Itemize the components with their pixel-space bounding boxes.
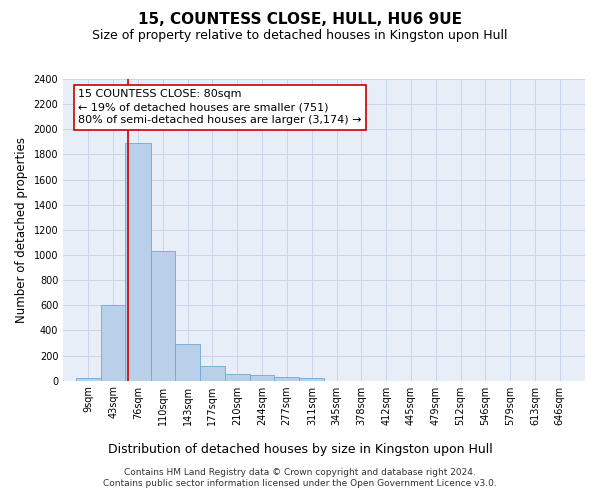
Text: 15 COUNTESS CLOSE: 80sqm
← 19% of detached houses are smaller (751)
80% of semi-: 15 COUNTESS CLOSE: 80sqm ← 19% of detach… [78, 89, 361, 126]
Bar [224, 374, 250, 380]
Bar [151, 251, 175, 380]
Bar [101, 305, 125, 380]
Text: Size of property relative to detached houses in Kingston upon Hull: Size of property relative to detached ho… [92, 29, 508, 42]
Y-axis label: Number of detached properties: Number of detached properties [15, 137, 28, 323]
Bar [125, 143, 151, 380]
Bar [299, 378, 325, 380]
Text: Contains HM Land Registry data © Crown copyright and database right 2024.
Contai: Contains HM Land Registry data © Crown c… [103, 468, 497, 487]
Bar [250, 375, 274, 380]
Text: 15, COUNTESS CLOSE, HULL, HU6 9UE: 15, COUNTESS CLOSE, HULL, HU6 9UE [138, 12, 462, 28]
Bar [175, 344, 200, 381]
Text: Distribution of detached houses by size in Kingston upon Hull: Distribution of detached houses by size … [107, 442, 493, 456]
Bar [200, 366, 224, 380]
Bar [274, 377, 299, 380]
Bar [76, 378, 101, 380]
